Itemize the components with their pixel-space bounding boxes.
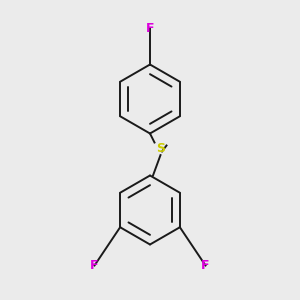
Text: F: F: [146, 22, 154, 35]
Text: F: F: [90, 259, 99, 272]
Text: F: F: [201, 259, 210, 272]
Text: S: S: [156, 142, 165, 155]
